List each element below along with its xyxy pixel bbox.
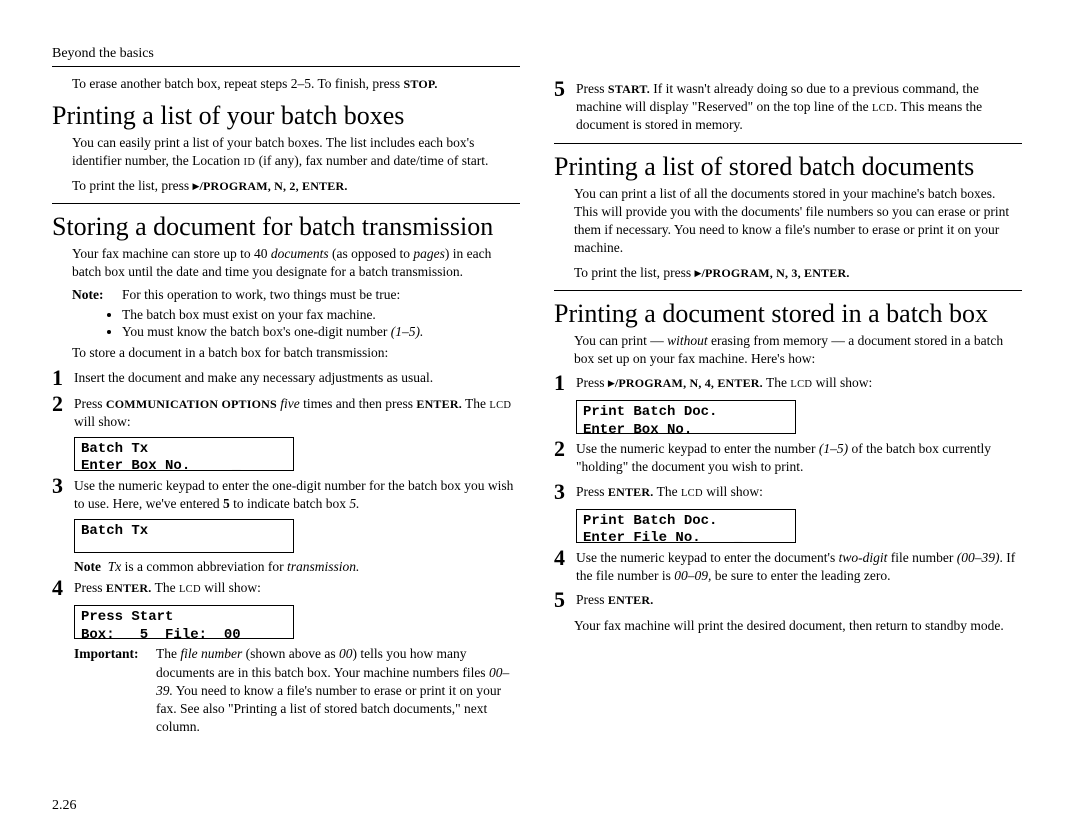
- important-note: Important: The file number (shown above …: [74, 645, 520, 736]
- erase-note: To erase another batch box, repeat steps…: [72, 75, 520, 93]
- sec2-p2: To store a document in a batch box for b…: [72, 344, 520, 362]
- left-step-2: 2 Press COMMUNICATION OPTIONS five times…: [52, 395, 520, 431]
- sec4-footer: Your fax machine will print the desired …: [574, 617, 1022, 635]
- sec4-title: Printing a document stored in a batch bo…: [554, 299, 1022, 329]
- right-step-5b: 5 Press ENTER.: [554, 591, 1022, 611]
- sec2-p1: Your fax machine can store up to 40 docu…: [72, 245, 520, 281]
- right-step-2: 2 Use the numeric keypad to enter the nu…: [554, 440, 1022, 476]
- sec1-print-instruction: To print the list, press ▶/PROGRAM, N, 2…: [72, 177, 520, 195]
- section-rule-2: [554, 143, 1022, 144]
- lcd-display-2: Batch Tx: [74, 519, 294, 553]
- right-column: 5 Press START. If it wasn't already doin…: [554, 46, 1022, 737]
- sec2-title: Storing a document for batch transmissio…: [52, 212, 520, 242]
- page-header: Beyond the basics: [52, 46, 520, 62]
- right-steps: 1 Press ▶/PROGRAM, N, 4, ENTER. The LCD …: [554, 374, 1022, 394]
- left-steps: 1 Insert the document and make any neces…: [52, 369, 520, 431]
- sec3-p1: You can print a list of all the document…: [574, 185, 1022, 258]
- sec4-p1: You can print — without erasing from mem…: [574, 332, 1022, 368]
- section-rule-3: [554, 290, 1022, 291]
- lcd-display-3: Press Start Box: 5 File: 00: [74, 605, 294, 639]
- section-rule-1: [52, 203, 520, 204]
- sec2-note: Note: For this operation to work, two th…: [72, 287, 520, 303]
- lcd-display-4: Print Batch Doc. Enter Box No. _: [576, 400, 796, 434]
- right-step-1: 1 Press ▶/PROGRAM, N, 4, ENTER. The LCD …: [554, 374, 1022, 394]
- sec3-print-instruction: To print the list, press ▶/PROGRAM, N, 3…: [574, 264, 1022, 282]
- sec3-title: Printing a list of stored batch document…: [554, 152, 1022, 182]
- left-column: Beyond the basics To erase another batch…: [52, 46, 520, 737]
- page-number: 2.26: [52, 798, 77, 814]
- play-icon: ▶: [608, 377, 615, 389]
- tx-note: Note Tx is a common abbreviation for tra…: [74, 559, 520, 575]
- left-step-3: 3 Use the numeric keypad to enter the on…: [52, 477, 520, 513]
- left-step-4: 4 Press ENTER. The LCD will show:: [52, 579, 520, 599]
- lcd-display-5: Print Batch Doc. Enter File No. _: [576, 509, 796, 543]
- left-step-1: 1 Insert the document and make any neces…: [52, 369, 520, 389]
- sec1-p1: You can easily print a list of your batc…: [72, 134, 520, 170]
- right-step-3: 3 Press ENTER. The LCD will show:: [554, 483, 1022, 503]
- sec1-title: Printing a list of your batch boxes: [52, 101, 520, 131]
- lcd-display-1: Batch Tx Enter Box No. _: [74, 437, 294, 471]
- right-step-5: 5 Press START. If it wasn't already doin…: [554, 80, 1022, 135]
- header-rule: [52, 66, 520, 67]
- sec2-bullets: The batch box must exist on your fax mac…: [52, 307, 520, 340]
- right-step-4: 4 Use the numeric keypad to enter the do…: [554, 549, 1022, 585]
